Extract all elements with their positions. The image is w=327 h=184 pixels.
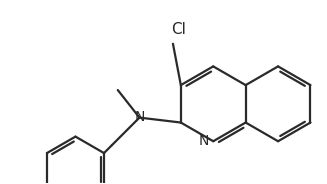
Text: N: N — [198, 134, 209, 148]
Text: Cl: Cl — [171, 22, 186, 38]
Text: N: N — [134, 110, 145, 124]
